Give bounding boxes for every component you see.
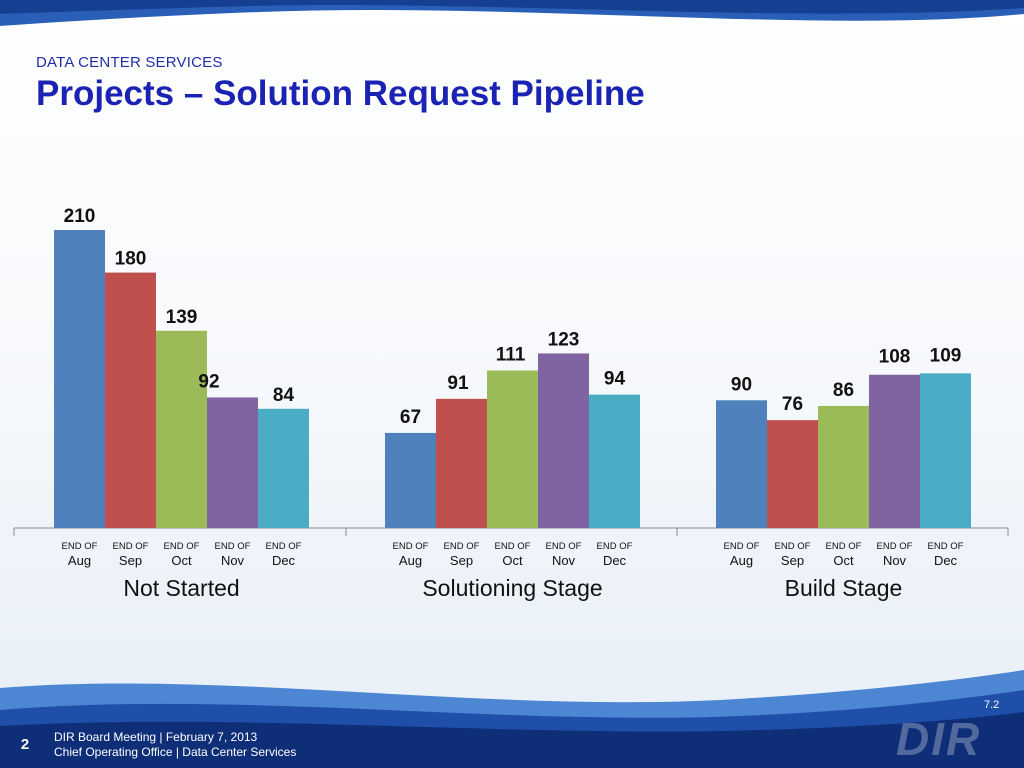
value-label-3-dec: 109 (930, 345, 962, 366)
section-label: DATA CENTER SERVICES (36, 54, 223, 71)
bar-1-aug (54, 230, 105, 528)
value-label-2-oct: 111 (496, 344, 526, 365)
category-prefix-label: END OF (393, 541, 429, 552)
value-label-2-aug: 67 (400, 407, 421, 428)
group-label-2: Solutioning Stage (422, 575, 602, 601)
category-label-oct: Oct (171, 553, 192, 568)
bar-3-dec (920, 373, 971, 528)
bar-2-oct (487, 370, 538, 528)
category-label-nov: Nov (883, 553, 907, 568)
value-label-2-nov: 123 (548, 329, 580, 350)
category-label-dec: Dec (272, 553, 296, 568)
category-prefix-label: END OF (266, 541, 302, 552)
value-label-2-dec: 94 (604, 369, 626, 390)
value-label-1-sep: 180 (115, 249, 147, 270)
category-prefix-label: END OF (62, 541, 98, 552)
bar-1-oct (156, 330, 207, 528)
category-prefix-label: END OF (164, 541, 200, 552)
bar-3-oct (818, 405, 869, 528)
value-label-3-sep: 76 (782, 394, 803, 415)
category-prefix-label: END OF (775, 541, 811, 552)
value-label-1-dec: 84 (273, 385, 295, 406)
footer-office-line: Chief Operating Office | Data Center Ser… (54, 745, 297, 759)
category-prefix-label: END OF (826, 541, 862, 552)
bar-3-aug (716, 400, 767, 528)
category-label-aug: Aug (730, 553, 753, 568)
value-label-1-aug: 210 (64, 206, 96, 227)
top-wave-decoration (0, 0, 1024, 26)
category-prefix-label: END OF (444, 541, 480, 552)
bar-3-sep (767, 420, 818, 528)
slide-title: Projects – Solution Request Pipeline (36, 74, 645, 113)
bar-2-aug (385, 432, 436, 528)
category-label-nov: Nov (552, 553, 576, 568)
bar-2-dec (589, 394, 640, 528)
value-label-1-nov: 92 (198, 371, 219, 392)
bar-2-nov (538, 353, 589, 528)
value-label-3-oct: 86 (833, 380, 854, 401)
group-label-1: Not Started (123, 575, 239, 601)
slide-code: 7.2 (984, 699, 1000, 711)
value-label-3-aug: 90 (731, 374, 752, 395)
category-label-dec: Dec (603, 553, 627, 568)
group-label-3: Build Stage (785, 575, 903, 601)
bottom-wave-decoration (0, 670, 1024, 768)
category-prefix-label: END OF (724, 541, 760, 552)
category-prefix-label: END OF (113, 541, 149, 552)
category-label-aug: Aug (68, 553, 91, 568)
bar-3-nov (869, 374, 920, 528)
category-label-dec: Dec (934, 553, 958, 568)
category-prefix-label: END OF (215, 541, 251, 552)
category-label-sep: Sep (781, 553, 804, 568)
bar-1-nov (207, 397, 258, 528)
category-prefix-label: END OF (495, 541, 531, 552)
page-number: 2 (20, 736, 30, 753)
category-label-sep: Sep (119, 553, 142, 568)
category-label-aug: Aug (399, 553, 422, 568)
dir-logo: DIR (896, 713, 982, 765)
footer-meeting-line: DIR Board Meeting | February 7, 2013 (54, 730, 258, 744)
value-label-1-oct: 139 (166, 307, 198, 328)
bar-1-sep (105, 272, 156, 528)
category-label-oct: Oct (502, 553, 523, 568)
category-prefix-label: END OF (597, 541, 633, 552)
category-label-oct: Oct (833, 553, 854, 568)
value-label-2-sep: 91 (447, 373, 469, 394)
value-label-3-nov: 108 (879, 347, 911, 368)
category-label-nov: Nov (221, 553, 245, 568)
bar-1-dec (258, 408, 309, 528)
category-prefix-label: END OF (877, 541, 913, 552)
category-label-sep: Sep (450, 553, 473, 568)
category-prefix-label: END OF (546, 541, 582, 552)
bar-2-sep (436, 398, 487, 528)
category-prefix-label: END OF (928, 541, 964, 552)
